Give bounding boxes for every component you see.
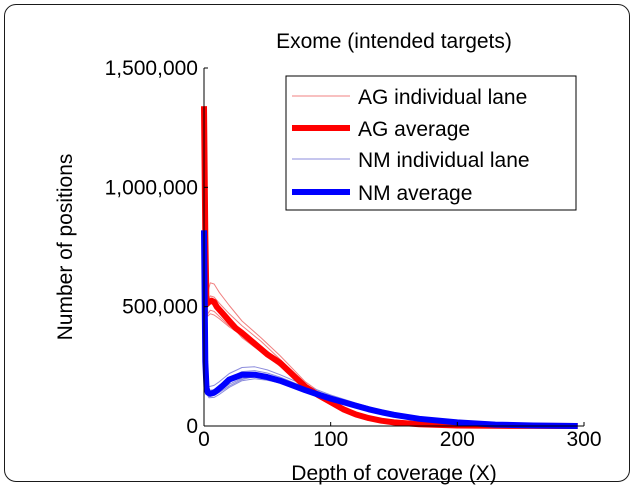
x-ticks: 0 100 200 300 — [198, 422, 602, 451]
x-tick-label: 300 — [566, 428, 601, 451]
legend-label-nm-average: NM average — [358, 182, 472, 205]
x-axis-label: Depth of coverage (X) — [291, 462, 496, 485]
series-line-nm-average — [201, 230, 578, 429]
series-line-ag-average — [201, 106, 578, 429]
y-tick-label: 1,000,000 — [105, 176, 198, 199]
y-tick-label: 1,500,000 — [105, 57, 198, 80]
y-axis-label: Number of positions — [54, 154, 77, 341]
legend-label-ag-average: AG average — [358, 118, 470, 141]
legend-label-ag-lane: AG individual lane — [358, 86, 527, 109]
x-tick-label: 100 — [313, 428, 348, 451]
legend-box — [285, 75, 577, 211]
x-tick-label: 200 — [440, 428, 475, 451]
y-ticks: 0 500,000 1,000,000 1,500,000 — [105, 57, 208, 438]
average-lines-layer — [201, 106, 578, 429]
y-tick-label: 0 — [186, 415, 198, 438]
legend: AG individual lane AG average NM individ… — [285, 75, 577, 211]
x-tick-label: 0 — [198, 428, 210, 451]
legend-label-nm-lane: NM individual lane — [358, 149, 530, 172]
y-tick-label: 500,000 — [122, 296, 198, 319]
chart-title: Exome (intended targets) — [276, 30, 512, 53]
